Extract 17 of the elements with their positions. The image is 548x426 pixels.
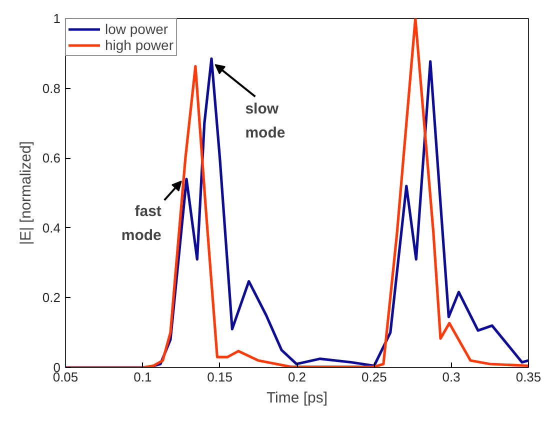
y-tick-label: 0.8 — [42, 80, 61, 96]
x-tick-label: 0.1 — [134, 370, 152, 384]
x-tick-label: 0.35 — [516, 370, 542, 384]
legend-label: high power — [105, 37, 174, 53]
annotation: fast mode — [121, 203, 162, 244]
x-axis-title: Time [ps] — [266, 390, 328, 406]
x-tick-label: 0.15 — [207, 370, 232, 384]
y-axis-title: |E| [normalized] — [17, 141, 34, 245]
x-tick-label: 0.2 — [288, 370, 306, 384]
y-tick-label: 0.4 — [42, 220, 61, 236]
x-tick-label: 0.3 — [442, 370, 460, 384]
annotation: slow mode — [245, 100, 286, 142]
x-tick-label: 0.25 — [362, 370, 387, 384]
y-tick-label: 0.6 — [42, 150, 61, 166]
y-tick-label: 0.2 — [42, 290, 61, 306]
legend-label: low power — [105, 21, 168, 37]
y-tick-label: 1 — [53, 11, 61, 26]
